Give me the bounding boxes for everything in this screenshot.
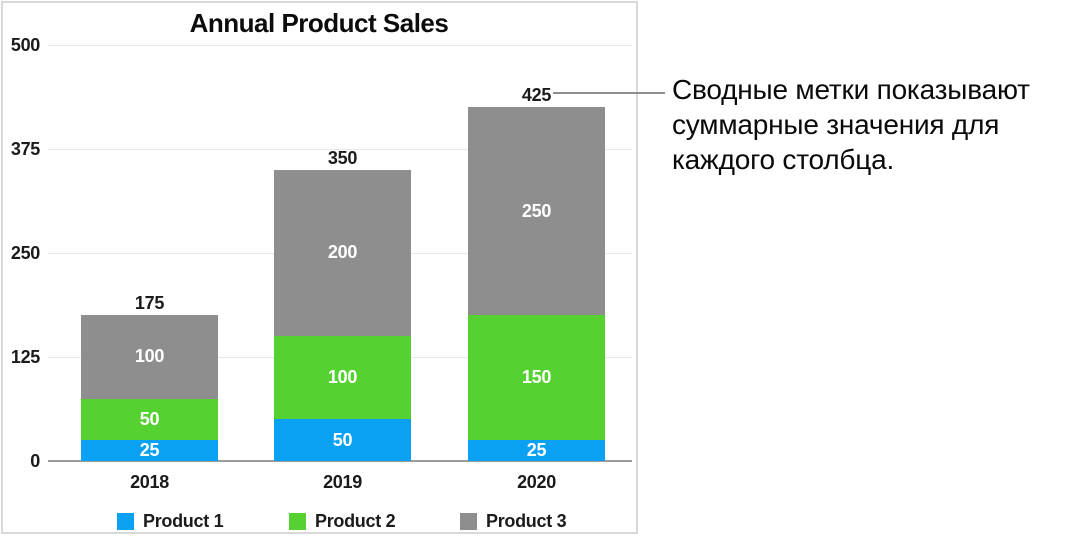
- bar-segment-label: 25: [526, 440, 547, 461]
- x-axis-line: [48, 460, 632, 462]
- bar-total-label: 175: [134, 293, 165, 314]
- callout-leader-line: [553, 92, 665, 94]
- bar-segment-label: 100: [327, 367, 358, 388]
- bar-segment-product-3: 100: [81, 315, 218, 399]
- legend-item: Product 1: [117, 511, 224, 531]
- chart-title: Annual Product Sales: [189, 8, 449, 38]
- bar-segment-label: 250: [521, 200, 552, 221]
- bar-segment-product-2: 150: [468, 315, 605, 441]
- legend-item: Product 3: [460, 511, 567, 531]
- plot-area: 0 125 250 375 500 25 50 100 175 2018 50 100 200 350 20…: [10, 35, 632, 531]
- bar-segment-label: 50: [139, 408, 160, 429]
- bar-segment-label: 150: [521, 367, 552, 388]
- legend-swatch: [460, 513, 477, 530]
- bar-segment-product-2: 50: [81, 398, 218, 441]
- gridline: [48, 149, 632, 150]
- y-axis-tick-label: 125: [10, 347, 40, 367]
- bar-segment-product-2: 100: [274, 336, 411, 420]
- bar-segment-label: 25: [139, 440, 160, 461]
- legend-label: Product 1: [143, 511, 224, 531]
- y-axis-tick-label: 250: [10, 243, 40, 263]
- legend-label: Product 2: [315, 511, 396, 531]
- y-axis-tick-label: 0: [30, 451, 40, 471]
- bar-segment-label: 200: [327, 242, 358, 263]
- bar-segment-label: 100: [134, 346, 165, 367]
- bar-segment-product-1: 25: [468, 440, 605, 461]
- gridline: [48, 45, 632, 46]
- legend-item: Product 2: [289, 511, 396, 531]
- bar-segment-product-3: 200: [274, 169, 411, 337]
- y-axis-tick-label: 500: [10, 35, 40, 55]
- legend-swatch: [289, 513, 306, 530]
- x-axis-category-label: 2019: [323, 472, 362, 492]
- legend-label: Product 3: [486, 511, 567, 531]
- bar-segment-product-1: 50: [274, 419, 411, 461]
- bar-segment-product-1: 25: [81, 440, 218, 461]
- bar-segment-label: 50: [332, 429, 353, 450]
- callout-text: Сводные метки показывают суммарные значе…: [672, 74, 1030, 175]
- bar-total-label: 425: [521, 85, 552, 106]
- x-axis-category-label: 2018: [130, 472, 169, 492]
- bar-total-label: 350: [327, 147, 358, 168]
- legend-swatch: [117, 513, 134, 530]
- x-axis-category-label: 2020: [517, 472, 556, 492]
- bar-segment-product-3: 250: [468, 107, 605, 316]
- y-axis-tick-label: 375: [10, 139, 40, 159]
